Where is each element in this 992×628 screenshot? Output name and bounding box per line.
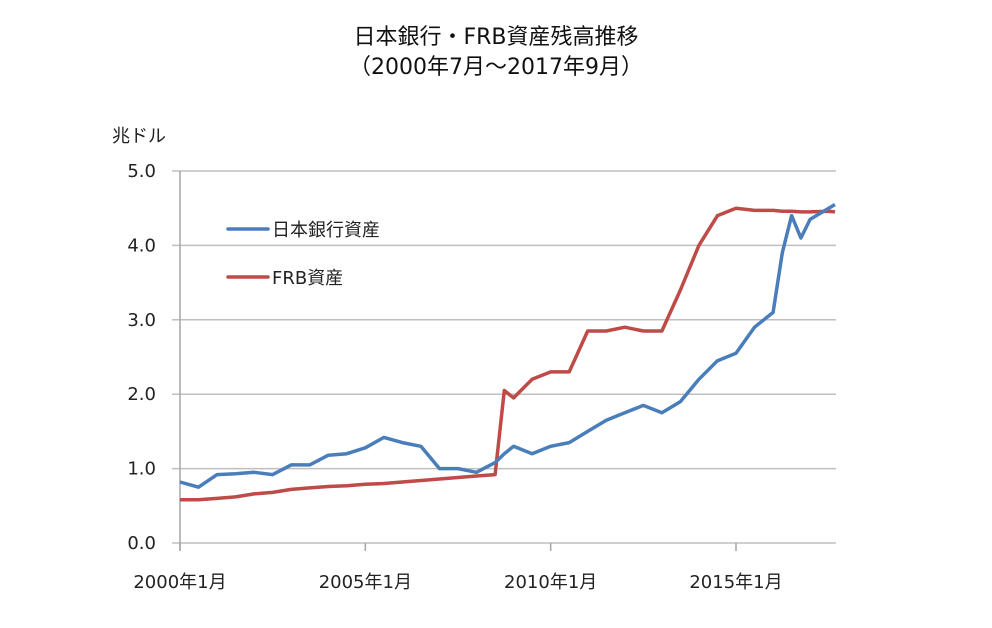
x-axis-ticks: 2000年1月 2005年1月 2010年1月 2015年1月 [133,543,783,593]
y-tick-label: 0.0 [127,533,156,554]
y-axis-unit-label: 兆ドル [112,126,166,147]
y-tick-label: 5.0 [127,161,156,182]
legend-label: 日本銀行資産 [272,220,380,241]
chart-title-line2: （2000年7月～2017年9月） [349,55,643,80]
frb-assets-line [180,206,836,502]
x-tick-label: 2010年1月 [504,572,597,593]
y-axis-ticks: 0.0 1.0 2.0 3.0 4.0 5.0 [127,161,156,554]
y-tick-label: 2.0 [127,384,156,405]
legend: 日本銀行資産 FRB資産 [226,220,380,289]
y-tick-label: 3.0 [127,310,156,331]
x-tick-label: 2005年1月 [319,572,412,593]
chart-title-line1: 日本銀行・FRB資産残高推移 [353,25,639,50]
boj-assets-line [179,202,836,489]
x-tick-label: 2015年1月 [689,572,782,593]
data-series [179,202,836,502]
y-tick-label: 4.0 [127,235,156,256]
y-tick-label: 1.0 [127,459,156,480]
x-tick-label: 2000年1月 [133,572,226,593]
legend-label: FRB資産 [272,268,343,289]
